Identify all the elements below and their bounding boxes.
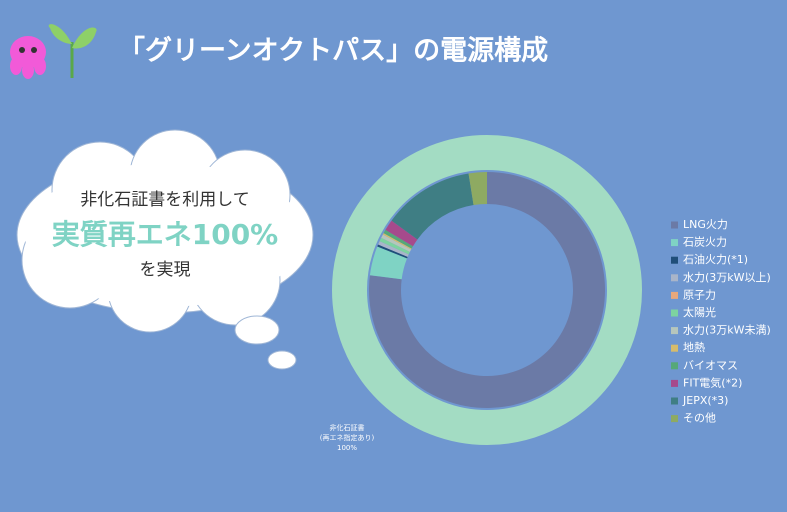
legend-swatch: [671, 397, 678, 405]
legend-swatch: [671, 362, 678, 370]
legend-swatch: [671, 344, 678, 352]
legend-swatch: [671, 309, 678, 317]
callout-line: 非化石証書を利用して: [80, 190, 250, 210]
donut-segment: [383, 229, 413, 249]
legend-label: FIT電気(*2): [683, 375, 742, 389]
callout-line: を実現: [140, 260, 191, 280]
donut-segment: [391, 173, 474, 240]
donut-segment: [377, 244, 408, 259]
legend-label: 石油火力(*1): [683, 252, 748, 266]
legend-label: その他: [683, 412, 716, 425]
donut-segment: [369, 246, 408, 280]
donut-segment: [468, 172, 487, 206]
donut-segment: [381, 234, 412, 252]
legend-swatch: [671, 256, 678, 264]
legend-swatch: [671, 379, 678, 387]
legend-swatch: [671, 291, 678, 299]
legend-label: 原子力: [683, 288, 716, 301]
legend-label: 石炭火力: [683, 235, 727, 249]
legend-swatch: [671, 274, 678, 282]
donut-segment: [379, 237, 410, 255]
logo: [10, 24, 97, 79]
legend-label: LNG火力: [683, 218, 728, 231]
cloud: [16, 129, 314, 370]
legend-label: 水力(3万kW以上): [683, 271, 771, 284]
legend-label: バイオマス: [683, 359, 738, 372]
legend-swatch: [671, 415, 678, 423]
legend-label: 太陽光: [683, 305, 716, 319]
outer-ring-label: (再エネ指定あり): [320, 433, 375, 442]
legend-swatch: [671, 327, 678, 335]
outer-ring-value-label: 100%: [337, 444, 357, 452]
chart-title: 「グリーンオクトパス」の電源構成: [118, 35, 548, 67]
donut-segment: [385, 220, 418, 247]
legend-label: JEPX(*3): [682, 394, 728, 407]
donut-segment: [378, 241, 409, 257]
legend-label: 地熱: [683, 341, 705, 354]
legend-swatch: [671, 221, 678, 229]
outer-ring-label: 非化石証書: [330, 423, 365, 432]
callout-emphasis: 実質再エネ100%: [52, 218, 279, 251]
donut-segment: [382, 233, 412, 250]
legend-label: 水力(3万kW未満): [683, 324, 771, 337]
outer-ring: [332, 135, 642, 445]
legend-swatch: [671, 239, 678, 247]
